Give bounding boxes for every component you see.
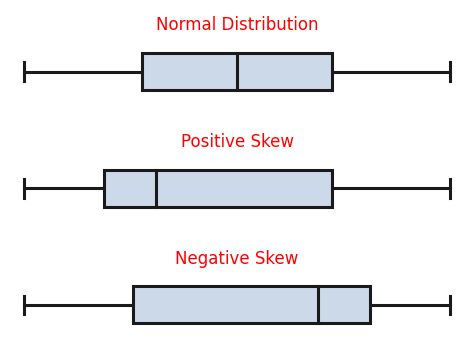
Text: Negative Skew: Negative Skew <box>175 250 299 268</box>
Text: Normal Distribution: Normal Distribution <box>156 16 318 34</box>
Bar <box>142 53 332 90</box>
Bar <box>133 286 370 323</box>
Text: Positive Skew: Positive Skew <box>181 133 293 151</box>
Bar <box>104 170 332 207</box>
